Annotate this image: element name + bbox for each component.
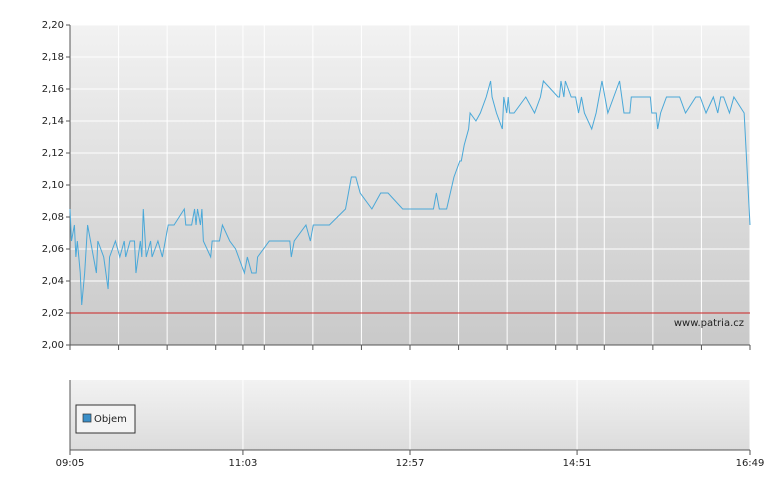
- y-tick-label: 2,06: [42, 244, 64, 255]
- y-tick-label: 2,02: [42, 308, 64, 319]
- x-tick-label: 14:51: [563, 458, 592, 469]
- y-tick-label: 2,12: [42, 148, 64, 159]
- watermark: www.patria.cz: [674, 318, 744, 329]
- price-line: [69, 79, 751, 306]
- legend-label: Objem: [94, 414, 127, 425]
- y-tick-label: 2,16: [42, 84, 64, 95]
- x-tick-label: 11:03: [229, 458, 258, 469]
- legend-box: [75, 404, 136, 434]
- x-tick-label: 16:49: [736, 458, 765, 469]
- y-tick-label: 2,18: [42, 52, 64, 63]
- y-tick-label: 2,00: [42, 340, 64, 351]
- y-tick-label: 2,14: [42, 116, 64, 127]
- y-tick-label: 2,04: [42, 276, 64, 287]
- x-tick-label: 12:57: [396, 458, 425, 469]
- legend-swatch: [82, 413, 92, 423]
- x-tick-label: 09:05: [56, 458, 85, 469]
- y-tick-label: 2,20: [42, 20, 64, 31]
- y-tick-label: 2,08: [42, 212, 64, 223]
- y-tick-label: 2,10: [42, 180, 64, 191]
